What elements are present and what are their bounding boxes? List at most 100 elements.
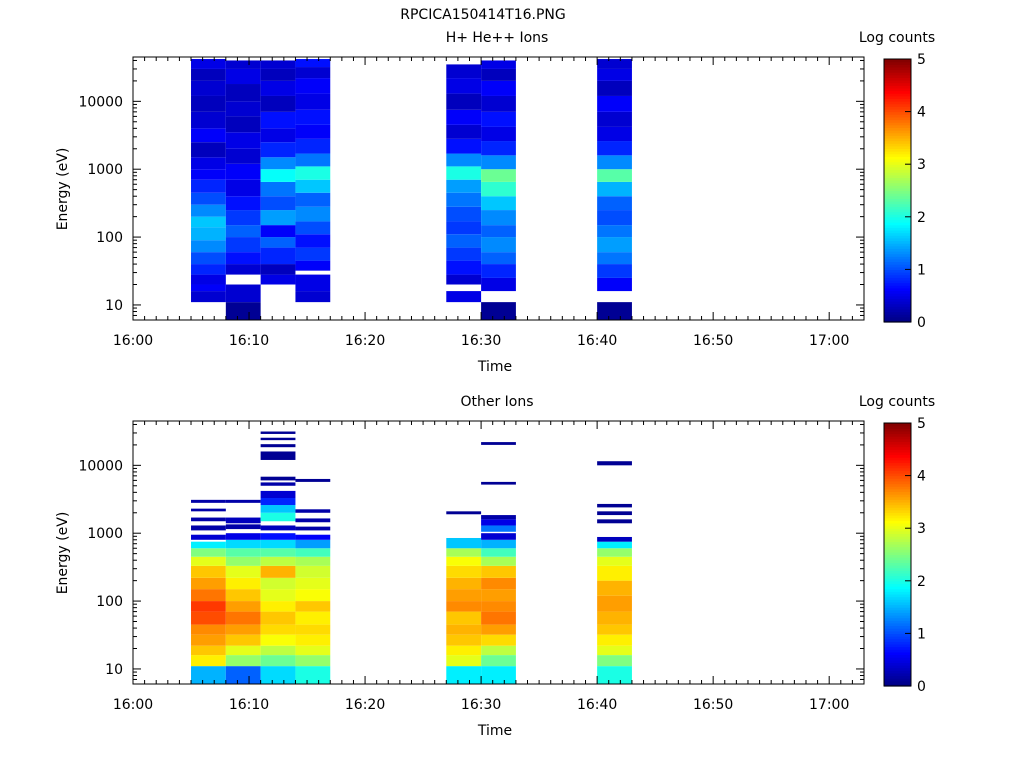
spectrogram-cell	[225, 666, 261, 684]
spectrogram-cell	[225, 601, 261, 612]
spectrogram-cell	[481, 95, 516, 112]
colorbar-segment	[884, 179, 911, 184]
spectrogram-cell	[597, 126, 632, 142]
spectrogram-cell	[295, 655, 331, 667]
spectrogram-cell	[225, 548, 261, 557]
spectrogram-cell	[295, 179, 331, 193]
colorbar-segment	[884, 462, 911, 466]
colorbar-segment	[884, 103, 911, 107]
spectrogram-cell	[260, 181, 296, 197]
spectrogram-cell	[481, 539, 516, 549]
colorbar-segment	[884, 319, 911, 323]
y-tick-label: 10000	[78, 94, 123, 110]
spectrogram-cell	[481, 611, 516, 625]
colorbar-segment	[884, 72, 911, 76]
spectrogram-cell	[481, 533, 516, 540]
spectrogram-cell	[295, 624, 331, 635]
colorbar: 0 1 2 3 4 5	[883, 416, 926, 695]
colorbar-segment	[884, 472, 911, 477]
spectrogram-cell	[446, 124, 482, 139]
colorbar-segment	[884, 546, 911, 550]
spectrogram-cell	[446, 601, 482, 612]
x-tick-label: 16:00	[113, 697, 153, 713]
spectrogram-cell	[481, 556, 516, 566]
spectrogram-cell	[191, 252, 226, 265]
spectrogram-cell	[260, 482, 296, 486]
y-tick-label: 1000	[87, 162, 123, 178]
colorbar-segment	[884, 208, 911, 213]
colorbar-segment	[884, 198, 911, 202]
spectrogram-cell	[597, 645, 632, 656]
colorbar-segment	[884, 633, 911, 637]
spectrogram-cell	[295, 577, 331, 590]
spectrogram-cell	[260, 512, 296, 522]
spectrogram-cell	[597, 655, 632, 667]
colorbar-tick-label: 2	[917, 574, 926, 590]
y-tick-label: 10000	[78, 458, 123, 474]
spectrogram-cell	[481, 442, 516, 445]
colorbar-segment	[884, 551, 911, 556]
spectrogram-cell	[597, 611, 632, 625]
colorbar-segment	[884, 272, 911, 276]
spectrogram-cell	[191, 291, 226, 303]
spectrogram-cell	[191, 95, 226, 112]
spectrogram-cell	[191, 284, 226, 292]
spectrogram-cell	[260, 274, 296, 285]
colorbar-segment	[884, 219, 911, 223]
colorbar-segment	[884, 494, 911, 498]
colorbar-segment	[884, 303, 911, 307]
x-tick-label: 16:40	[577, 697, 617, 713]
colorbar-segment	[884, 300, 911, 305]
spectrogram-cell	[191, 645, 226, 656]
spectrogram-cell	[481, 277, 516, 292]
colorbar-segment	[884, 279, 911, 284]
x-tick-label: 16:50	[693, 333, 733, 349]
colorbar-segment	[884, 122, 911, 126]
spectrogram-cell	[446, 556, 482, 566]
axes: 16:00 16:10 16:20 16:30 16:40 16:50 17:00 10 100…	[78, 421, 865, 713]
colorbar-segment	[884, 459, 911, 464]
spectrogram-cell	[481, 80, 516, 96]
figure-title: RPCICA150414T16.PNG	[400, 7, 565, 23]
x-tick-label: 17:00	[809, 333, 849, 349]
colorbar-segment	[884, 261, 911, 265]
x-tick-label: 16:20	[345, 697, 385, 713]
y-tick-label: 100	[96, 594, 123, 610]
spectrogram-cell	[225, 284, 261, 303]
colorbar-tick-label: 1	[917, 262, 926, 278]
colorbar-segment	[884, 444, 911, 448]
colorbar-segment	[884, 588, 911, 592]
spectrogram-cell	[191, 548, 226, 557]
colorbar-segment	[884, 501, 911, 506]
spectrogram-cell	[295, 611, 331, 625]
colorbar-segment	[884, 457, 911, 461]
colorbar-segment	[884, 601, 911, 606]
spectrogram-cell	[260, 210, 296, 226]
colorbar-segment	[884, 670, 911, 674]
colorbar-segment	[884, 77, 911, 81]
colorbar-segment	[884, 95, 911, 100]
spectrogram-cell	[446, 109, 482, 125]
colorbar-segment	[884, 274, 911, 278]
colorbar-segment	[884, 187, 911, 192]
colorbar-segment	[884, 250, 911, 255]
spectrogram-cell	[446, 260, 482, 275]
colorbar-segment	[884, 206, 911, 210]
colorbar-segment	[884, 193, 911, 197]
spectrogram-cell	[295, 206, 331, 222]
colorbar-segment	[884, 586, 911, 590]
spectrogram-cell	[191, 68, 226, 81]
spectrogram-cell	[597, 580, 632, 596]
spectrogram-cell	[191, 517, 226, 522]
spectrogram-cell	[295, 634, 331, 646]
spectrogram-cell	[481, 481, 516, 485]
colorbar-segment	[884, 475, 911, 479]
spectrogram-cell	[260, 80, 296, 96]
spectrogram-cell	[446, 511, 482, 515]
colorbar-segment	[884, 114, 911, 118]
spectrogram-cell	[225, 577, 261, 590]
spectrogram-cell	[191, 111, 226, 129]
spectrogram-cell	[295, 601, 331, 612]
spectrogram-cell	[260, 577, 296, 590]
spectrogram-cell	[446, 291, 482, 303]
